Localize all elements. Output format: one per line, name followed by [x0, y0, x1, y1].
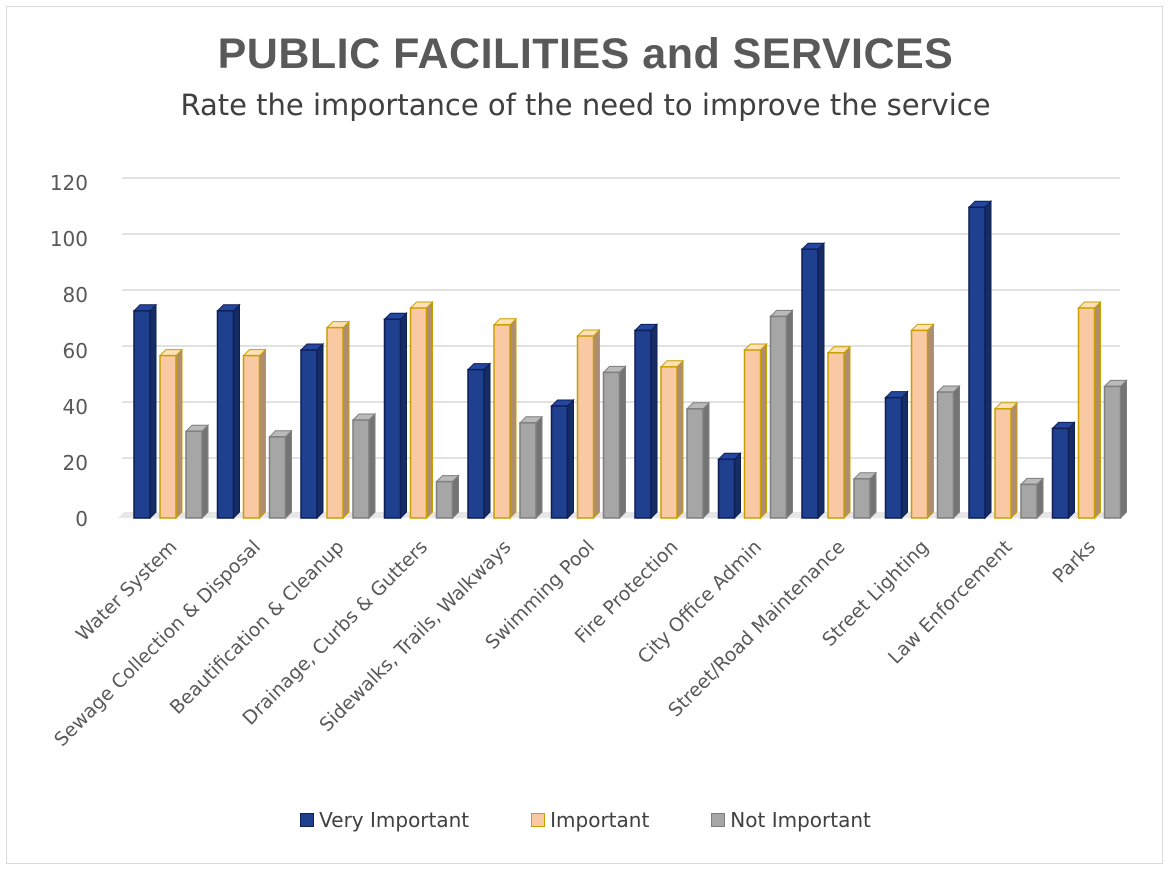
bar-very-important	[801, 248, 819, 519]
bar-important	[326, 326, 344, 519]
bar-important-side	[843, 345, 851, 520]
bar-important-side	[259, 348, 266, 520]
bar-important-side	[676, 359, 684, 520]
bar-very-important	[1051, 427, 1070, 519]
bar-important	[493, 324, 511, 519]
bar-not-important	[936, 391, 955, 519]
bar-important	[994, 408, 1012, 519]
bar-very-important-side	[734, 451, 741, 520]
bar-very-important	[550, 405, 569, 519]
bar-not-important	[352, 419, 370, 519]
bar-not-important-side	[702, 401, 710, 520]
bar-not-important-side	[1036, 477, 1044, 520]
x-category-label: Parks	[1048, 536, 1100, 588]
bar-very-important	[300, 349, 318, 519]
bar-important-side	[509, 317, 517, 520]
bar-very-important-side	[984, 199, 992, 520]
bar-very-important-side	[650, 323, 658, 520]
bar-important-side	[342, 320, 350, 520]
bar-very-important-side	[316, 342, 324, 520]
bar-very-important-side	[817, 241, 825, 520]
bar-important-side	[175, 348, 183, 520]
bar-important-side	[927, 323, 934, 520]
bar-not-important-side	[535, 415, 543, 520]
bar-important	[242, 354, 261, 519]
bar-very-important-side	[1068, 421, 1075, 520]
bar-very-important-side	[149, 303, 157, 520]
bar-not-important	[1020, 483, 1038, 519]
bar-not-important	[435, 480, 454, 519]
bar-not-important	[519, 422, 537, 519]
bar-not-important-side	[786, 309, 793, 520]
bar-not-important	[769, 315, 788, 519]
bar-important-side	[426, 300, 433, 520]
bar-not-important	[185, 430, 203, 519]
y-tick-label: 60	[63, 339, 88, 363]
bar-important	[159, 354, 177, 519]
chart-title: PUBLIC FACILITIES and SERVICES	[217, 30, 954, 78]
bar-not-important-side	[869, 471, 877, 520]
y-tick-label: 0	[75, 507, 88, 531]
bar-important-side	[1094, 300, 1101, 520]
bar-important	[743, 349, 762, 519]
legend-swatch-not-important	[711, 813, 726, 827]
chart-frame	[6, 6, 1163, 864]
y-tick-label: 80	[63, 283, 88, 307]
bar-very-important	[968, 206, 986, 519]
y-tick-label: 120	[50, 171, 88, 195]
legend-swatch-important	[531, 813, 546, 827]
bar-important-side	[760, 342, 767, 520]
y-tick-label: 40	[63, 395, 88, 419]
bar-not-important-side	[619, 365, 626, 520]
bar-not-important	[686, 408, 704, 519]
legend-label-not-important: Not Important	[730, 808, 871, 832]
bar-important	[660, 366, 678, 519]
bar-not-important-side	[368, 412, 376, 520]
legend-label-very-important: Very Important	[319, 808, 470, 832]
legend-label-important: Important	[550, 808, 650, 832]
legend-item-not-important: Not Important	[711, 808, 871, 832]
bar-important	[910, 329, 929, 519]
bar-not-important	[853, 478, 871, 519]
bar-important	[576, 335, 595, 519]
chart-legend: Very Important Important Not Important	[0, 808, 1171, 832]
bar-very-important-side	[901, 390, 908, 520]
bar-not-important-side	[201, 423, 209, 520]
bar-very-important-side	[233, 303, 240, 520]
bar-very-important-side	[400, 311, 407, 520]
bar-very-important	[216, 310, 235, 519]
bar-very-important-side	[483, 362, 491, 520]
chart-subtitle: Rate the importance of the need to impro…	[180, 88, 991, 122]
legend-swatch-very-important	[300, 813, 315, 827]
bar-very-important	[634, 329, 652, 519]
bar-not-important-side	[452, 474, 459, 520]
legend-item-important: Important	[531, 808, 649, 832]
bar-not-important-side	[285, 429, 292, 520]
bar-very-important-side	[567, 398, 574, 520]
bar-important-side	[1010, 401, 1018, 520]
bar-very-important	[133, 310, 151, 519]
legend-item-very-important: Very Important	[300, 808, 469, 832]
bar-very-important	[467, 368, 485, 519]
bar-important	[827, 352, 845, 519]
bar-important	[409, 307, 428, 519]
y-tick-label: 100	[50, 227, 88, 251]
bar-not-important	[602, 371, 621, 519]
bar-not-important-side	[1120, 379, 1127, 520]
bar-very-important	[884, 396, 903, 519]
bar-very-important	[383, 318, 402, 519]
bar-not-important	[1103, 385, 1122, 519]
y-tick-label: 20	[63, 451, 88, 475]
bar-important	[1077, 307, 1096, 519]
bar-important-side	[593, 328, 600, 520]
bar-very-important	[717, 458, 736, 519]
x-category-label: Street/Road Maintenance	[664, 536, 849, 721]
x-category-label: Beautification & Cleanup	[166, 536, 349, 719]
bar-not-important-side	[953, 384, 960, 520]
bar-not-important	[268, 436, 287, 519]
